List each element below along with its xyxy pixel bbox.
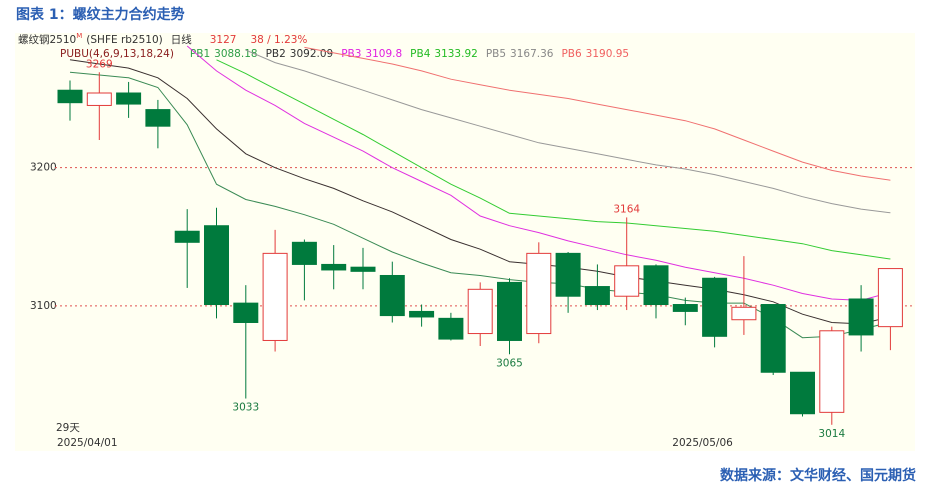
indicator-line <box>69 59 891 325</box>
candle-body <box>86 92 112 106</box>
legend-value: 3088.18 <box>214 48 257 60</box>
x-tick-label: 2025/05/06 <box>672 437 733 449</box>
x-tick-label: 2025/04/01 <box>57 437 118 449</box>
indicator-line <box>186 45 891 301</box>
candle-body <box>555 252 581 297</box>
legend-name: PB5 <box>486 48 506 60</box>
period-label: 29天 <box>56 422 80 434</box>
candle-body <box>497 281 522 341</box>
candle-body <box>350 266 376 272</box>
candle-body <box>672 304 698 312</box>
annotation: 3065 <box>496 357 523 369</box>
indicator-line <box>216 59 891 260</box>
legend-name: PB4 <box>410 48 431 60</box>
legend-name: PB6 <box>561 48 582 60</box>
legend-value: 3109.8 <box>365 48 402 60</box>
candle-body <box>790 371 815 415</box>
candle-body <box>614 265 640 297</box>
candle-body <box>204 225 229 306</box>
header: 螺纹钢2510M (SHFE rb2510) 日线 3127 38 / 1.23% <box>18 32 307 46</box>
last-price: 3127 <box>210 34 237 46</box>
candle-body <box>584 286 610 306</box>
y-tick-label: 3100 <box>30 300 57 312</box>
candle-body <box>731 306 757 321</box>
legend: PUBU(4,6,9,13,18,24) PB1 3088.18 PB2 3092.09… <box>60 48 629 60</box>
annotation: 3033 <box>232 402 259 414</box>
y-tick-label: 3200 <box>30 162 57 174</box>
legend-value: 3133.92 <box>434 48 477 60</box>
candle-body <box>438 317 464 340</box>
legend-value: 3092.09 <box>290 48 333 60</box>
candle-body <box>291 241 317 265</box>
indicator-line <box>245 49 891 214</box>
source: 数据来源：文华财经、国元期货 <box>720 467 916 484</box>
legend-name: PB3 <box>341 48 361 60</box>
annotation: 3164 <box>613 203 640 215</box>
contract: 螺纹钢2510 <box>18 33 76 46</box>
change: 38 / 1.23% <box>250 34 307 46</box>
legend-name: PB2 <box>266 48 286 60</box>
candle-body <box>262 252 288 341</box>
indicator-line <box>304 46 891 181</box>
candle-body <box>321 263 347 271</box>
candle-body <box>467 288 493 335</box>
candle-body <box>819 330 845 413</box>
candle-body <box>848 298 874 336</box>
candle-body <box>379 274 405 317</box>
candle-body <box>145 109 171 127</box>
candle-body <box>760 304 786 373</box>
legend-value: 3190.95 <box>586 48 629 60</box>
candle-body <box>702 277 728 337</box>
candle-body <box>877 268 903 328</box>
candle-body <box>174 230 200 243</box>
candle-body <box>233 302 259 323</box>
candle-body <box>643 265 669 306</box>
chart-title: 图表 1：螺纹主力合约走势 <box>16 6 185 23</box>
annotation: 3014 <box>818 428 845 440</box>
candle-body <box>116 92 142 105</box>
legend-name: PB1 <box>190 48 210 60</box>
indicator: PUBU(4,6,9,13,18,24) <box>60 48 174 60</box>
plot-background <box>15 33 915 451</box>
legend-value: 3167.36 <box>510 48 554 60</box>
candle-body <box>526 252 552 335</box>
period: 日线 <box>171 33 192 46</box>
candle-body <box>409 310 435 318</box>
contract-mark: M <box>76 32 82 40</box>
candle-body <box>57 89 83 104</box>
annotation: 3269 <box>86 58 113 70</box>
contract-code: (SHFE rb2510) <box>86 34 162 46</box>
